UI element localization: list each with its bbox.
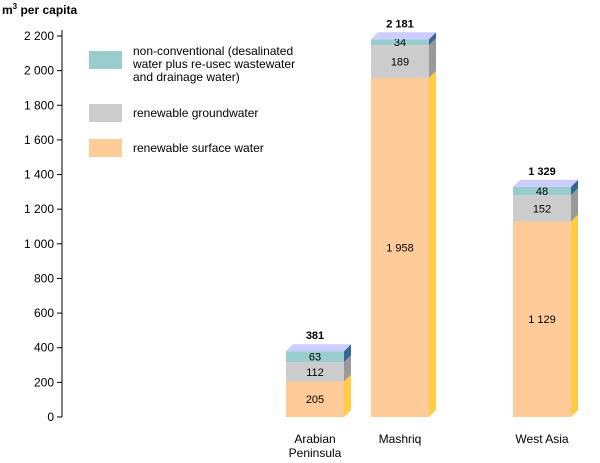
total-value-label: 1 329 [528, 166, 556, 178]
bar-segment [513, 221, 571, 417]
segment-value-label: 152 [533, 203, 551, 215]
segment-value-label: 1 129 [528, 314, 556, 326]
bar-segment [286, 362, 344, 382]
bar-segment [286, 381, 344, 417]
segment-value-label: 1 958 [386, 242, 414, 254]
bar-stack: 1 958 189 34 2 181 [371, 18, 436, 417]
y-tick-label: 1 400 [24, 168, 54, 182]
bar-stack: 205 112 63 381 [286, 330, 351, 417]
legend-label: renewable groundwater [133, 106, 258, 120]
bar-segment [371, 45, 429, 78]
y-tick-label: 1 000 [24, 237, 54, 251]
bar-segment [371, 39, 429, 46]
y-tick-label: 0 [47, 410, 54, 424]
segment-value-label: 63 [309, 352, 321, 364]
y-tick-label: 600 [34, 306, 54, 320]
segment-value-label: 205 [306, 394, 324, 406]
legend: non-conventional (desalinated water plus … [89, 44, 295, 157]
bar-segment [371, 77, 429, 417]
bar-top [371, 32, 436, 40]
bar-segment [286, 351, 344, 363]
legend-swatch [89, 104, 122, 122]
bar-top [286, 344, 351, 352]
bars: 205 112 63 381 1 958 189 34 2 181 1 129 152 48 1 32… [286, 18, 578, 417]
segment-value-label: 48 [536, 186, 548, 198]
legend-label: non-conventional (desalinated water plus … [132, 44, 295, 84]
segment-value-label: 189 [391, 57, 409, 69]
y-tick-label: 1 200 [24, 202, 54, 216]
y-tick-label: 200 [34, 375, 54, 389]
category-label: Arabian Peninsula [289, 432, 342, 460]
x-axis-labels: Arabian Peninsula Mashriq West Asia [289, 432, 569, 460]
legend-label: renewable surface water [133, 141, 264, 155]
total-value-label: 2 181 [386, 18, 414, 30]
y-tick-label: 1 800 [24, 98, 54, 112]
total-value-label: 381 [306, 330, 324, 342]
y-axis: 0 200 400 600 800 1 000 1 200 1 400 1 600 1 800 2 … [24, 29, 63, 424]
y-tick-label: 2 200 [24, 29, 54, 43]
y-tick-label: 2 000 [24, 64, 54, 78]
bar-segment-side [571, 214, 578, 417]
bar-stack: 1 129 152 48 1 329 [513, 166, 578, 417]
bar-segment-side [571, 188, 578, 222]
bar-segment-side [429, 38, 436, 78]
bar-segment-side [344, 344, 351, 363]
bar-segment-side [429, 32, 436, 46]
bar-top [513, 179, 578, 187]
category-label: West Asia [515, 432, 568, 446]
segment-value-label: 112 [306, 367, 324, 379]
y-tick-label: 800 [34, 271, 54, 285]
bar-segment [513, 195, 571, 222]
y-tick-label: 1 600 [24, 133, 54, 147]
bar-segment-side [571, 179, 578, 196]
bar-segment-side [344, 355, 351, 382]
y-axis-label: m3 per capita [2, 2, 77, 17]
y-tick-label: 400 [34, 341, 54, 355]
segment-value-label: 34 [394, 37, 406, 49]
bar-segment-side [429, 70, 436, 417]
legend-swatch [89, 51, 122, 69]
bar-segment-side [344, 374, 351, 417]
legend-swatch [89, 139, 122, 157]
category-label: Mashriq [379, 432, 422, 446]
bar-segment [513, 186, 571, 196]
